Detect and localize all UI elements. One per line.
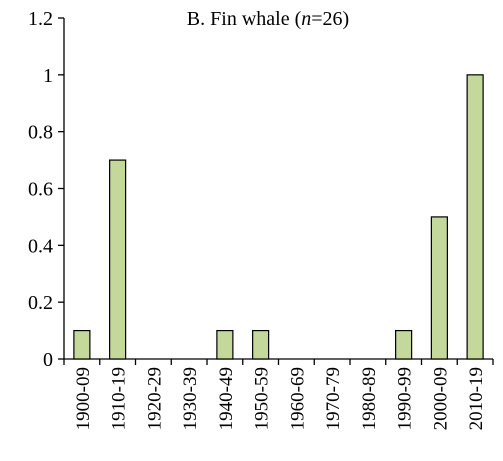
x-category-label: 1910-19: [109, 367, 130, 430]
y-tick-label: 0: [43, 349, 53, 371]
bar-1900-09: [73, 329, 91, 360]
x-category-label: 1970-79: [323, 367, 344, 430]
x-category-label: 1900-09: [73, 367, 94, 430]
y-axis: 0 0.2 0.4 0.6 0.8 1 1.2: [28, 8, 65, 371]
bar-1950-59: [252, 329, 270, 360]
y-tick-label: 1: [43, 65, 53, 87]
x-category-label: 1990-99: [395, 367, 416, 430]
x-category-label: 1930-39: [180, 367, 201, 430]
x-category-label: 1920-29: [144, 367, 165, 430]
x-category-label: 1940-49: [216, 367, 237, 430]
y-tick-label: 0.2: [28, 292, 53, 314]
bars: [73, 74, 484, 360]
bar-2010-19: [466, 74, 484, 360]
x-category-label: 1980-89: [359, 367, 380, 430]
x-category-label: 2010-19: [466, 367, 487, 430]
x-axis: 1900-09 1910-19 1920-29 1930-39 1940-49 1950-…: [63, 358, 494, 430]
chart-title: B. Fin whale (n=26): [187, 8, 349, 30]
bar-1990-99: [395, 329, 413, 360]
bar-1910-19: [109, 159, 127, 360]
bar-1940-49: [216, 329, 234, 360]
bar-2000-09: [430, 216, 448, 360]
x-category-label: 1960-69: [287, 367, 308, 430]
x-category-label: 1950-59: [252, 367, 273, 430]
y-tick-label: 0.4: [28, 235, 53, 257]
x-category-label: 2000-09: [430, 367, 451, 430]
y-tick-label: 0.8: [28, 122, 53, 144]
y-tick-label: 1.2: [28, 8, 53, 30]
y-tick-label: 0.6: [28, 179, 53, 201]
